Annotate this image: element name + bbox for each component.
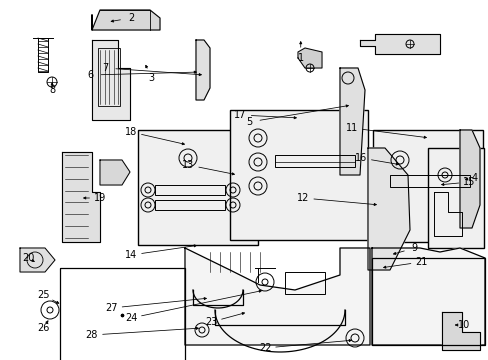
Text: 1: 1 — [297, 53, 303, 63]
Bar — [138, 130, 258, 245]
Polygon shape — [359, 34, 439, 54]
Text: 7: 7 — [102, 63, 108, 73]
Text: 13: 13 — [182, 160, 194, 170]
Bar — [372, 130, 482, 242]
Polygon shape — [367, 148, 409, 270]
Bar — [389, 175, 469, 187]
Text: 2: 2 — [128, 13, 134, 23]
Bar — [371, 258, 484, 345]
Bar — [98, 48, 120, 106]
Text: 15: 15 — [462, 177, 475, 187]
Bar — [285, 272, 325, 294]
Text: 3: 3 — [148, 73, 154, 83]
Polygon shape — [92, 10, 160, 30]
Bar — [155, 200, 224, 210]
Polygon shape — [441, 312, 479, 350]
Bar — [60, 268, 184, 360]
Text: 24: 24 — [124, 313, 137, 323]
Text: 21: 21 — [414, 257, 427, 267]
Text: 9: 9 — [411, 243, 417, 253]
Text: 26: 26 — [37, 323, 49, 333]
Polygon shape — [371, 248, 484, 345]
Bar — [155, 185, 224, 195]
Bar — [274, 155, 354, 167]
Text: 4: 4 — [470, 173, 476, 183]
Text: 27: 27 — [105, 303, 118, 313]
Polygon shape — [196, 40, 209, 100]
Text: 18: 18 — [124, 127, 137, 137]
Text: 6: 6 — [87, 70, 93, 80]
Text: 19: 19 — [94, 193, 106, 203]
Polygon shape — [339, 68, 364, 175]
Text: 14: 14 — [124, 250, 137, 260]
Bar — [229, 110, 367, 240]
Text: 23: 23 — [204, 317, 217, 327]
Polygon shape — [20, 248, 55, 272]
Bar — [427, 148, 483, 248]
Text: 5: 5 — [246, 117, 252, 127]
Text: 12: 12 — [296, 193, 309, 203]
Text: 25: 25 — [37, 290, 49, 300]
Polygon shape — [100, 160, 130, 185]
Polygon shape — [184, 248, 369, 345]
Text: 11: 11 — [345, 123, 358, 133]
Polygon shape — [92, 40, 130, 120]
Polygon shape — [62, 152, 100, 242]
Text: 16: 16 — [354, 153, 366, 163]
Text: 28: 28 — [85, 330, 98, 340]
Text: 8: 8 — [49, 85, 55, 95]
Text: 20: 20 — [22, 253, 35, 263]
Polygon shape — [297, 48, 321, 68]
Polygon shape — [459, 130, 479, 228]
Text: 10: 10 — [457, 320, 470, 330]
Text: 22: 22 — [258, 343, 271, 353]
Text: 17: 17 — [234, 110, 246, 120]
